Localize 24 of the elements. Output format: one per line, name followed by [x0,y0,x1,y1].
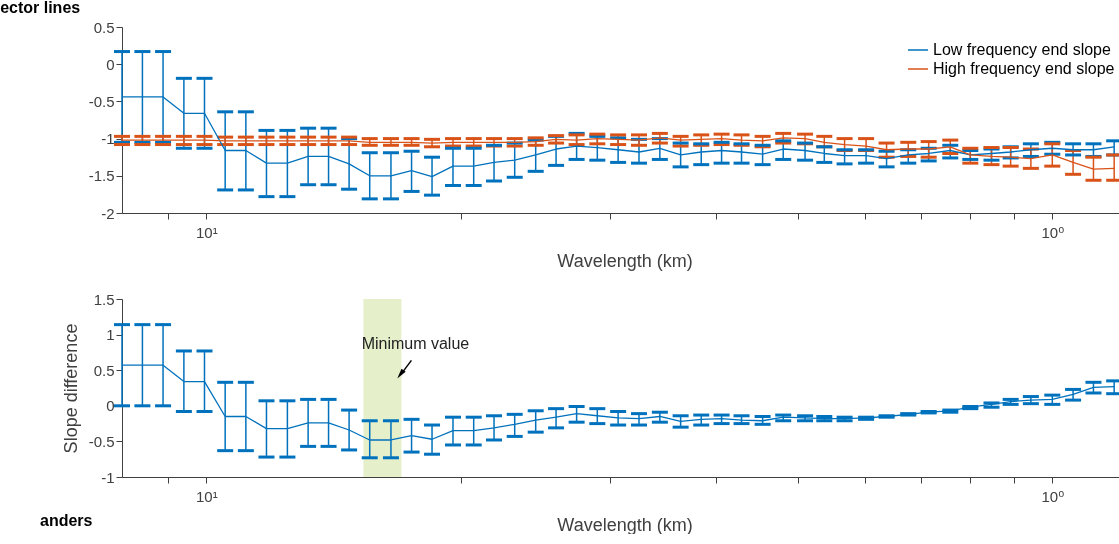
y-tick-label: 0 [106,397,115,415]
x-tick-label: 10¹ [195,487,218,505]
y-tick-label: -0.5 [88,432,115,450]
y-tick-label: 0.5 [93,361,115,379]
y-tick-label: 1.5 [93,290,115,308]
x-tick-label: 10⁰ [1041,487,1065,505]
y-tick-label: -2 [101,204,115,222]
x-axis-title: Wavelength (km) [557,250,693,271]
y-axis-title: Slope difference [60,323,81,454]
chart-title: ector lines [0,0,81,16]
y-tick-label: -0.5 [88,92,115,110]
x-tick-label: 10⁰ [1041,223,1065,241]
y-tick-label: 0.5 [93,18,115,36]
x-tick-label: 10¹ [195,223,218,241]
y-tick-label: -1 [101,130,115,148]
y-tick-label: -1 [101,468,115,486]
y-tick-label: 0 [106,55,115,73]
x-axis-title: Wavelength (km) [557,514,693,535]
band-label: Minimum value [361,335,470,353]
legend-label: High frequency end slope [933,60,1115,77]
text: anders [40,512,93,529]
y-tick-label: -1.5 [88,167,115,185]
y-tick-label: 1 [106,326,115,344]
legend-label: Low frequency end slope [933,41,1111,58]
